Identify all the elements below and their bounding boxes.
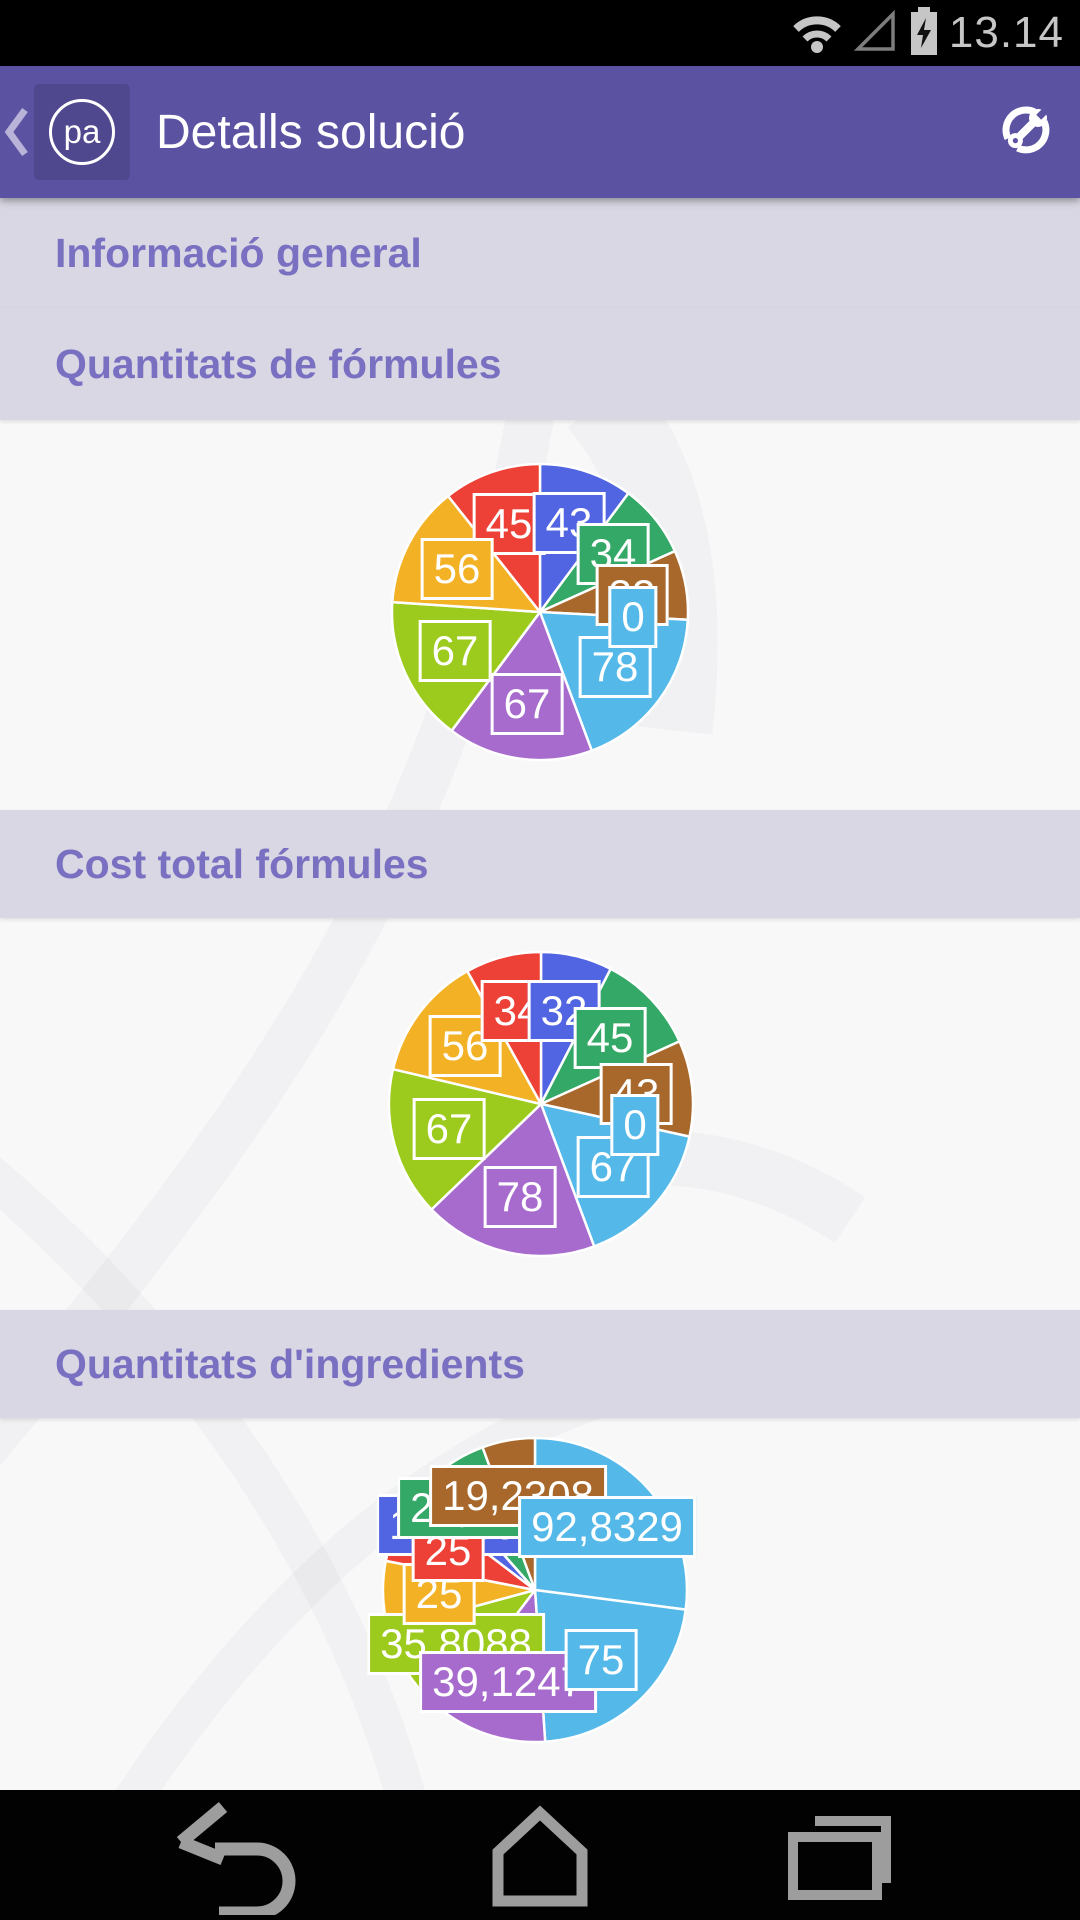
chart-quantitats-ingredients[interactable]: 92,83297539,124735,8088252510,769220,256… [0,1418,1080,1790]
section-header-quantitats-ingredients[interactable]: Quantitats d'ingredients [0,1310,1080,1418]
tools-action-button[interactable] [998,102,1054,163]
section-header-label: Quantitats d'ingredients [55,1340,525,1387]
app-bar: pa Detalls solució [0,66,1080,198]
status-bar: 13.14 [0,0,1080,66]
back-button[interactable] [0,103,34,161]
pie-slice-value-label: 0 [608,586,658,648]
nav-recents-icon [788,1816,891,1900]
nav-recents-button[interactable] [765,1795,915,1915]
wrench-circle-icon [1002,106,1050,153]
nav-home-button[interactable] [465,1795,615,1915]
pie-slice-value-label: 56 [420,538,494,600]
pie-slice-value-label: 92,8329 [518,1496,696,1558]
chart-quantitats-formules[interactable]: 43343207867675645 [0,420,1080,810]
battery-charging-icon [909,6,939,60]
nav-back-icon [176,1802,296,1915]
section-header-label: Informació general [55,229,422,276]
chart-cost-total-formules[interactable]: 32454306778675634 [0,918,1080,1310]
section-header-quantitats-formules[interactable]: Quantitats de fórmules [0,308,1080,420]
section-header-cost-total-formules[interactable]: Cost total fórmules [0,810,1080,918]
app-logo[interactable]: pa [34,84,130,180]
nav-back-button[interactable] [165,1795,315,1915]
pie-slice-value-label: 67 [418,620,492,682]
pie-slice-value-label: 32 [527,980,601,1042]
back-chevron-icon [4,107,28,157]
signal-empty-icon [853,8,899,59]
section-header-label: Cost total fórmules [55,840,429,887]
section-header-label: Quantitats de fórmules [55,340,502,387]
navigation-bar [0,1790,1080,1920]
pie-slice-value-label: 78 [483,1166,557,1228]
pie-slice-value-label: 67 [412,1098,486,1160]
section-header-informacio-general[interactable]: Informació general [0,198,1080,308]
wifi-icon [791,8,843,59]
status-clock: 13.14 [948,8,1064,57]
pa-logo-icon: pa [49,99,115,165]
pie-slice-value-label: 45 [573,1007,647,1069]
pie-slice-value-label: 75 [564,1629,638,1691]
page-title: Detalls solució [156,105,466,159]
pie-slice-value-label: 0 [610,1094,660,1156]
pie-slice-value-label: 67 [490,673,564,735]
nav-home-icon [492,1805,588,1907]
